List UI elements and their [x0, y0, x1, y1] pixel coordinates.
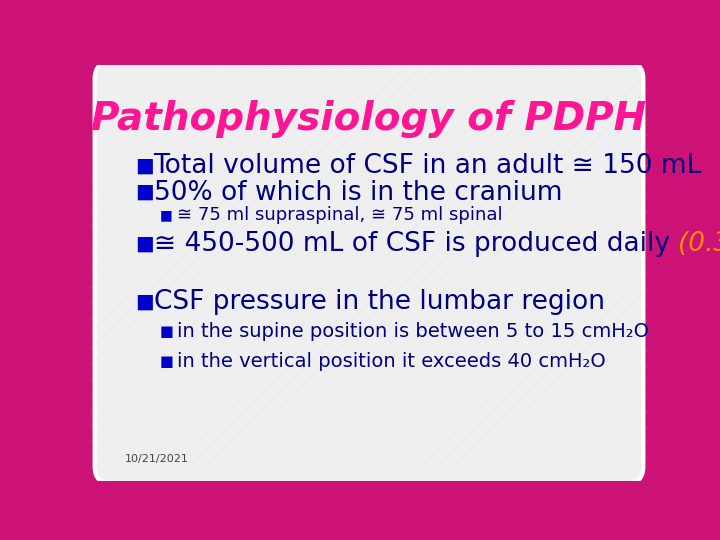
- Text: ■: ■: [160, 208, 173, 222]
- Text: ■: ■: [135, 293, 153, 312]
- Text: CSF pressure in the lumbar region: CSF pressure in the lumbar region: [153, 289, 605, 315]
- Text: Total volume of CSF in an adult ≅ 150 mL: Total volume of CSF in an adult ≅ 150 mL: [153, 153, 702, 179]
- Text: ■: ■: [135, 235, 153, 254]
- Text: 10/21/2021: 10/21/2021: [125, 454, 189, 464]
- Text: ■: ■: [135, 157, 153, 176]
- Text: in the vertical position it exceeds 40 cmH₂O: in the vertical position it exceeds 40 c…: [177, 352, 606, 371]
- Text: ≅ 75 ml supraspinal, ≅ 75 ml spinal: ≅ 75 ml supraspinal, ≅ 75 ml spinal: [177, 206, 503, 224]
- Text: Pathophysiology of PDPH: Pathophysiology of PDPH: [91, 100, 647, 138]
- Text: ■: ■: [135, 183, 153, 202]
- FancyBboxPatch shape: [94, 62, 644, 484]
- Text: ■: ■: [160, 325, 174, 340]
- Text: (0.35 ml/min): (0.35 ml/min): [678, 231, 720, 257]
- Text: ≅ 450-500 mL of CSF is produced daily: ≅ 450-500 mL of CSF is produced daily: [153, 231, 678, 257]
- Text: 50% of which is in the cranium: 50% of which is in the cranium: [153, 180, 562, 206]
- Text: in the supine position is between 5 to 15 cmH₂O: in the supine position is between 5 to 1…: [177, 322, 649, 341]
- Text: ■: ■: [160, 354, 174, 369]
